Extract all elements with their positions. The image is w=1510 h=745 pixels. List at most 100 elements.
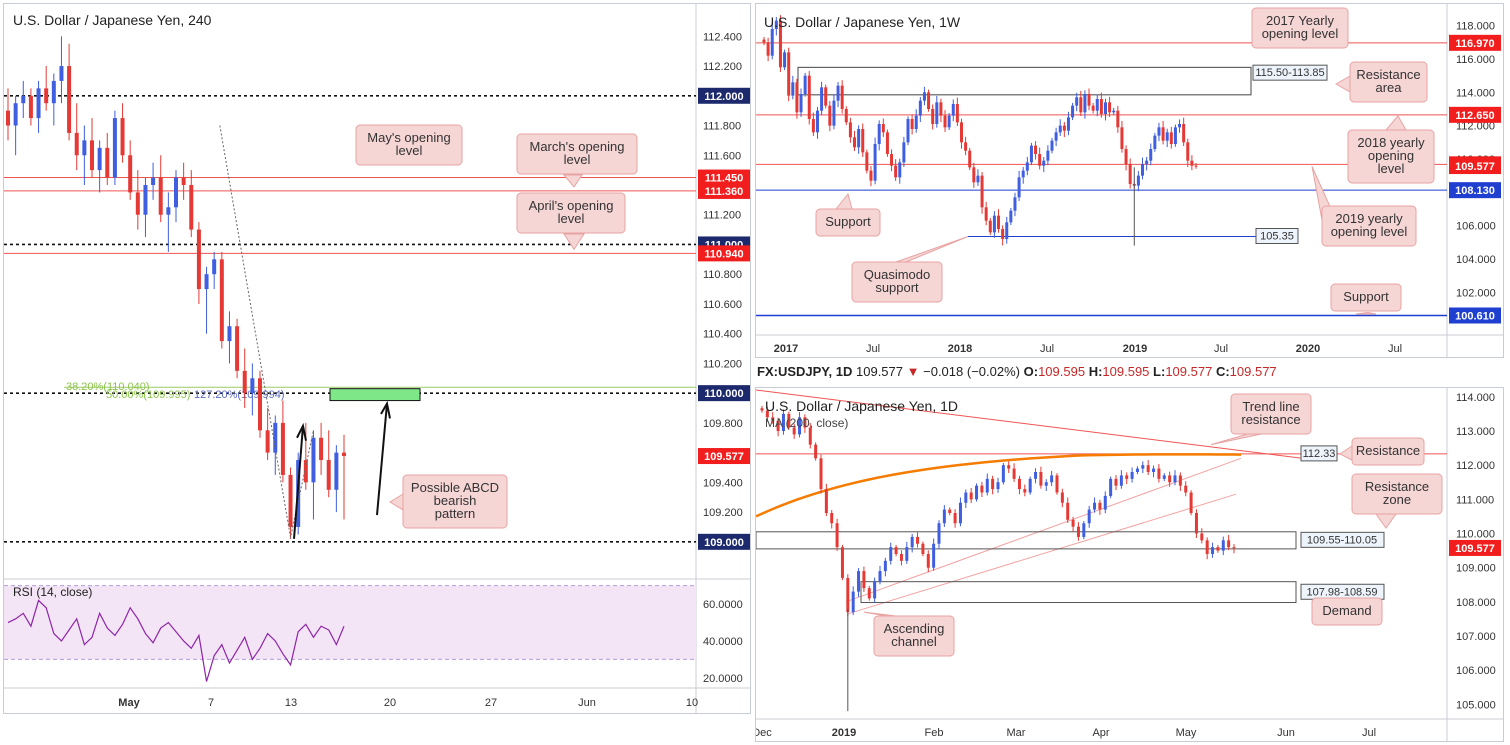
weekly-chart-svg: 118.000116.000114.000112.000110.000108.0… xyxy=(756,4,1503,357)
weekly-candle-body xyxy=(910,119,914,129)
h4-candle-body xyxy=(128,155,133,193)
h4-candle-body xyxy=(303,460,308,483)
weekly-candle-body xyxy=(885,132,889,154)
weekly-candle-body xyxy=(1062,125,1066,131)
daily-candle-body xyxy=(1023,489,1027,493)
daily-chart-panel[interactable]: 114.000 113.000 112.000 111.000 110.000 109.0… xyxy=(755,387,1504,742)
h4-candle-body xyxy=(334,452,339,490)
daily-candle-body xyxy=(1141,465,1145,469)
daily-candle-body xyxy=(953,513,957,524)
daily-candle-body xyxy=(1178,475,1182,486)
weekly-candle-body xyxy=(820,87,824,111)
weekly-candle-body xyxy=(997,215,1001,229)
daily-resistance-zone xyxy=(756,531,1297,550)
daily-zone-label-bg xyxy=(1300,531,1385,548)
weekly-candle-body xyxy=(968,150,972,168)
weekly-candle-body xyxy=(914,115,918,129)
h4-price-tag: 110.940 xyxy=(704,248,743,260)
daily-callout-trendline-box xyxy=(1230,393,1312,435)
h4-candle-body xyxy=(158,177,163,215)
daily-x-tick: Mar xyxy=(1007,727,1026,739)
weekly-price-tag: 109.577 xyxy=(1455,161,1495,173)
weekly-box-label: 115.50-113.85 xyxy=(1255,67,1324,79)
h4-chart-panel[interactable]: 112.400 112.200 112.000 111.800 111.600 111.4… xyxy=(3,3,751,714)
daily-candle-body xyxy=(985,478,989,493)
legend-open-label: O: xyxy=(1023,364,1039,379)
daily-candle-body xyxy=(830,513,834,524)
h4-candle-body xyxy=(67,66,72,133)
weekly-candle-body xyxy=(1001,229,1005,239)
rsi-title: RSI (14, close) xyxy=(13,585,93,599)
h4-candle-body xyxy=(265,430,270,453)
h4-price-tag: 111.360 xyxy=(705,186,744,198)
h4-price-tag-bg xyxy=(698,169,750,186)
weekly-candle-body xyxy=(1169,132,1173,144)
h4-y-tick: 109.200 xyxy=(703,507,743,519)
daily-candle-body xyxy=(787,413,791,428)
weekly-candle-body xyxy=(1149,149,1153,161)
weekly-y-tick: 106.000 xyxy=(1456,221,1496,233)
weekly-candle-body xyxy=(902,142,906,163)
daily-callout-zone-line: Resistance xyxy=(1365,479,1429,494)
daily-candle-body xyxy=(942,509,946,524)
daily-candle-body xyxy=(1066,502,1070,520)
h4-callout-may-line: level xyxy=(396,143,423,158)
h4-candle-body xyxy=(250,378,255,394)
h4-candle-body xyxy=(82,140,87,156)
weekly-callout-2018-box xyxy=(1347,129,1435,184)
daily-candle-body xyxy=(760,408,764,411)
weekly-x-tick: 2020 xyxy=(1296,343,1320,355)
weekly-y-tick: 104.000 xyxy=(1456,254,1496,266)
daily-candle-body xyxy=(1076,526,1080,537)
weekly-candle-body xyxy=(1034,145,1038,154)
weekly-price-tag-bg xyxy=(1449,158,1501,175)
weekly-candle-body xyxy=(988,220,992,233)
rsi-line xyxy=(7,599,345,682)
weekly-candle-body xyxy=(1095,99,1099,111)
weekly-candle-body xyxy=(1021,170,1025,178)
daily-candle-body xyxy=(835,523,839,548)
weekly-x-tick: 2017 xyxy=(774,343,798,355)
weekly-candle-body xyxy=(1066,117,1070,131)
daily-y-tick: 108.000 xyxy=(1456,597,1496,609)
daily-candle-body xyxy=(1205,540,1209,554)
weekly-candle-body xyxy=(1005,222,1009,239)
h4-fib-label: 50.00%(109.995) xyxy=(106,389,190,401)
h4-candle-body xyxy=(21,95,26,104)
weekly-callout-resistance-line: area xyxy=(1375,80,1402,95)
weekly-x-tick: 2019 xyxy=(1123,343,1147,355)
daily-callout-channel-tip xyxy=(863,611,897,617)
h4-x-tick: 7 xyxy=(208,697,214,709)
h4-callout-april-line: level xyxy=(558,211,585,226)
h4-y-tick: 111.600 xyxy=(703,150,741,162)
weekly-callout-2019-box xyxy=(1321,205,1417,247)
daily-candle-body xyxy=(846,577,850,613)
h4-y-tick: 110.400 xyxy=(703,329,742,341)
h4-candle-body xyxy=(319,437,324,461)
h4-fib-label: 127.20%(109.994) xyxy=(194,389,285,401)
h4-y-tick: 109.800 xyxy=(703,418,743,430)
weekly-candle-body xyxy=(774,20,778,29)
weekly-chart-panel[interactable]: 118.000116.000114.000112.000110.000108.0… xyxy=(755,3,1504,358)
daily-callout-resistance-line: Resistance xyxy=(1356,443,1420,458)
daily-candle-body xyxy=(1216,547,1220,551)
weekly-candle-body xyxy=(770,29,774,56)
daily-y-tick: 107.000 xyxy=(1456,631,1496,643)
daily-candle-body xyxy=(1227,540,1231,548)
daily-candle-body xyxy=(798,417,802,435)
daily-y-tick: 114.000 xyxy=(1456,392,1495,404)
h4-green-zone xyxy=(329,388,421,402)
h4-candle-body xyxy=(258,378,262,431)
weekly-x-tick: Jul xyxy=(1214,343,1228,355)
h4-price-tag-bg xyxy=(698,533,750,550)
daily-x-tick: Dec xyxy=(756,727,772,739)
daily-callout-resistance-box xyxy=(1351,437,1425,466)
daily-candle-body xyxy=(921,543,925,554)
h4-callout-march-line: level xyxy=(564,152,591,167)
h4-candle-body xyxy=(219,259,224,342)
daily-candle-body xyxy=(1039,472,1043,486)
h4-callout-march-line: March's opening xyxy=(530,139,625,154)
daily-candle-body xyxy=(1125,475,1129,479)
h4-x-tick: 13 xyxy=(285,697,297,709)
legend-close-label: C: xyxy=(1215,364,1230,379)
